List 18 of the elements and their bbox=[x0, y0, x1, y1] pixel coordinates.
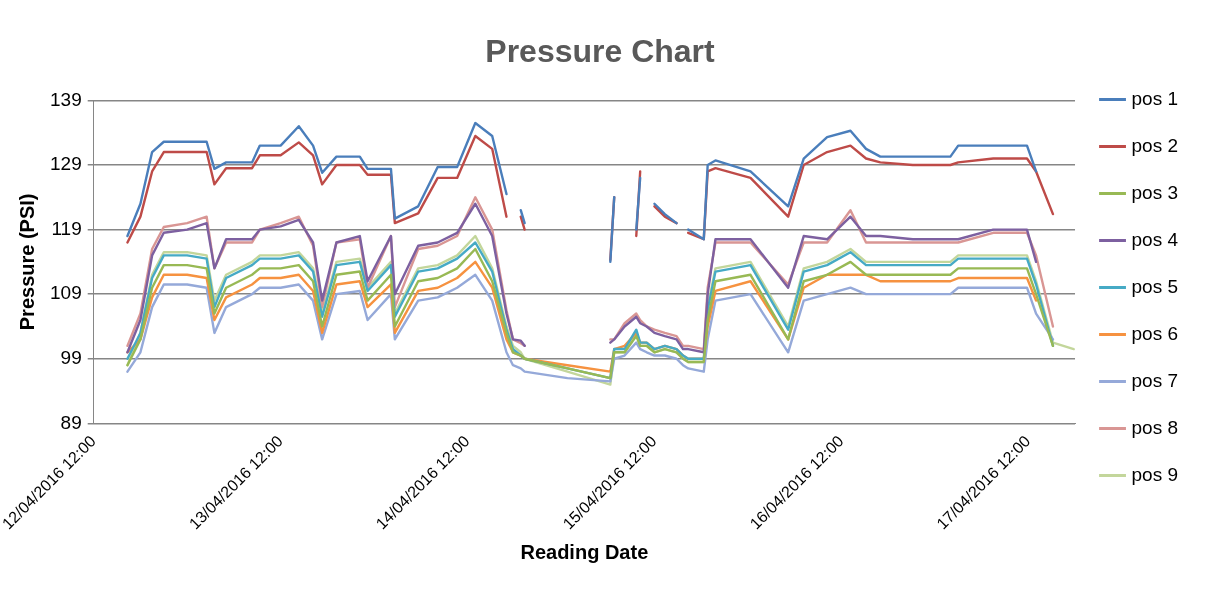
legend-label: pos 1 bbox=[1131, 87, 1178, 109]
y-tick-label: 139 bbox=[50, 88, 82, 110]
legend-label: pos 6 bbox=[1131, 322, 1178, 344]
x-axis-title: Reading Date bbox=[520, 540, 649, 563]
legend-label: pos 2 bbox=[1131, 134, 1178, 156]
y-tick-label: 109 bbox=[50, 282, 82, 304]
chart-title: Pressure Chart bbox=[485, 33, 716, 70]
legend-label: pos 8 bbox=[1131, 416, 1178, 438]
y-tick-label: 119 bbox=[51, 217, 82, 239]
legend-label: pos 5 bbox=[1131, 275, 1178, 297]
legend-label: pos 7 bbox=[1131, 369, 1178, 391]
y-tick-label: 89 bbox=[60, 411, 82, 433]
legend-label: pos 3 bbox=[1131, 181, 1178, 203]
y-axis-title: Pressure (PSI) bbox=[15, 193, 38, 331]
legend-label: pos 4 bbox=[1131, 228, 1179, 250]
legend-label: pos 9 bbox=[1131, 463, 1178, 485]
y-tick-label: 129 bbox=[50, 153, 82, 175]
y-tick-label: 99 bbox=[60, 346, 82, 368]
